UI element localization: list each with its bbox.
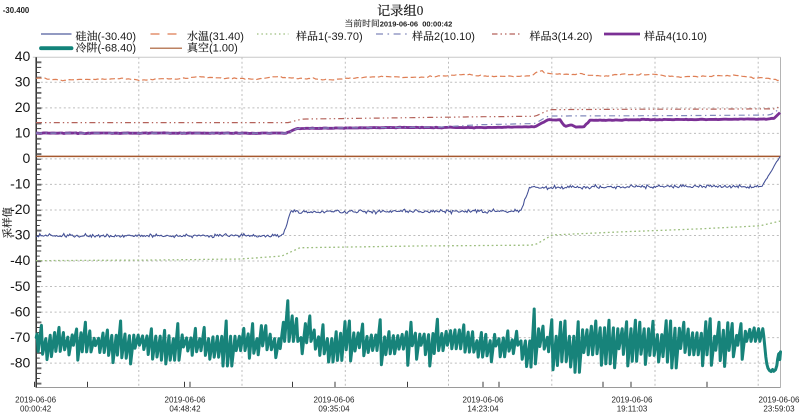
svg-text:0: 0 <box>417 3 424 18</box>
svg-text:04:48:42: 04:48:42 <box>169 405 201 414</box>
svg-text:-30: -30 <box>10 227 30 243</box>
svg-text:3(14.20): 3(14.20) <box>552 31 593 43</box>
svg-text:19:11:03: 19:11:03 <box>617 405 648 414</box>
svg-text:-20: -20 <box>10 201 30 217</box>
svg-text:2019-06-06: 2019-06-06 <box>314 395 355 404</box>
svg-text:2019-06-06: 2019-06-06 <box>165 395 206 404</box>
svg-text:-40: -40 <box>10 252 30 268</box>
svg-text:-50: -50 <box>10 278 30 294</box>
svg-text:(-68.40): (-68.40) <box>98 43 137 55</box>
svg-text:2019-06-06: 2019-06-06 <box>612 395 653 404</box>
svg-text:30: 30 <box>15 74 31 90</box>
svg-text:4(10.10): 4(10.10) <box>666 31 707 43</box>
svg-text:1(-39.70): 1(-39.70) <box>318 31 363 43</box>
svg-text:2019-06-06: 2019-06-06 <box>15 395 56 404</box>
svg-text:00:00:42: 00:00:42 <box>20 405 52 414</box>
svg-text:(1.00): (1.00) <box>209 43 238 55</box>
svg-text:09:35:04: 09:35:04 <box>318 405 350 414</box>
svg-text:-10: -10 <box>10 176 30 192</box>
svg-text:23:59:03: 23:59:03 <box>763 405 795 414</box>
svg-text:-30.400: -30.400 <box>3 6 30 15</box>
svg-text:10: 10 <box>15 125 31 141</box>
svg-text:2019-06-06: 2019-06-06 <box>759 395 800 404</box>
svg-text:0: 0 <box>23 150 31 166</box>
svg-text:(31.40): (31.40) <box>209 31 244 43</box>
svg-text:40: 40 <box>15 48 31 64</box>
svg-text:(-30.40): (-30.40) <box>98 31 137 43</box>
svg-text:2019-06-06 00:00:42: 2019-06-06 00:00:42 <box>380 20 453 29</box>
svg-text:2(10.10): 2(10.10) <box>434 31 475 43</box>
svg-text:20: 20 <box>15 99 31 115</box>
svg-text:-70: -70 <box>10 329 30 345</box>
svg-text:-80: -80 <box>10 354 30 370</box>
svg-text:2019-06-06: 2019-06-06 <box>463 395 504 404</box>
svg-text:14:23:04: 14:23:04 <box>467 405 499 414</box>
svg-text:-60: -60 <box>10 303 30 319</box>
